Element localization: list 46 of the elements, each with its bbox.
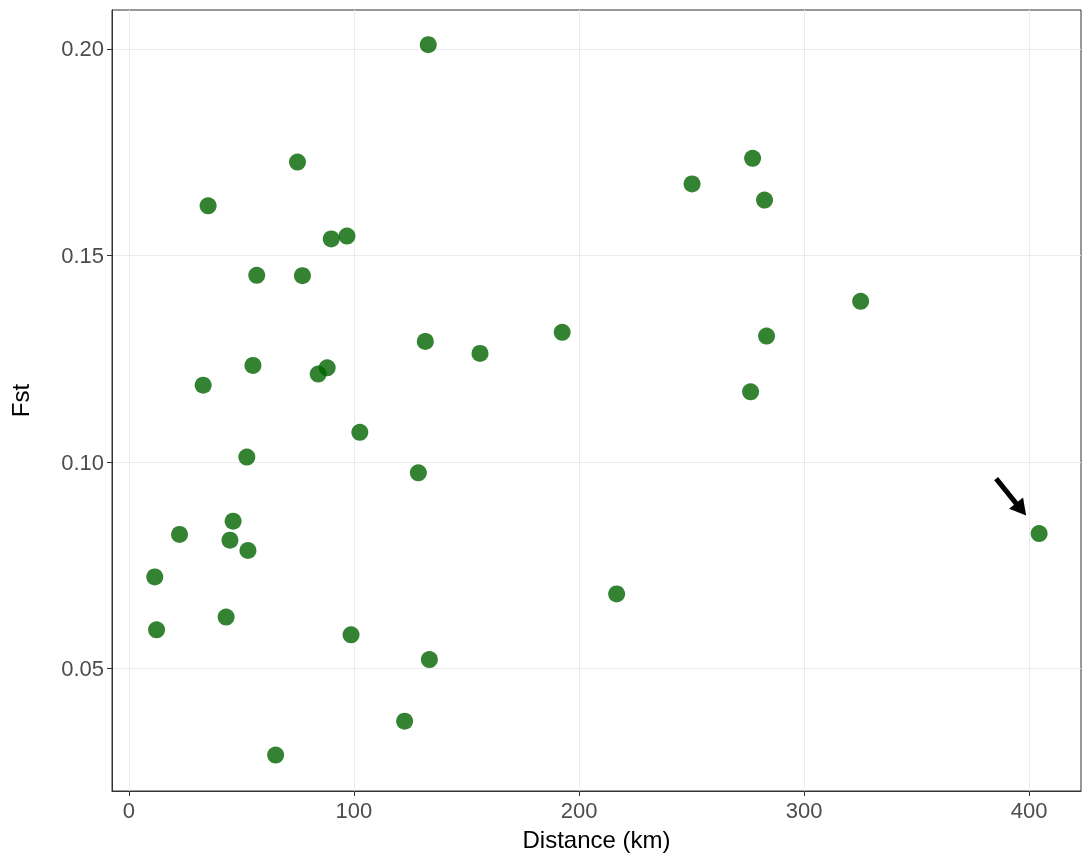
point [852, 292, 870, 310]
point [318, 359, 336, 377]
point [744, 149, 762, 167]
point [756, 191, 774, 209]
point [148, 621, 166, 639]
point [420, 651, 438, 669]
y-tick-label: 0.20 [61, 36, 104, 62]
point [239, 542, 257, 559]
point [244, 356, 262, 374]
point [221, 531, 239, 549]
x-tick-label: 300 [785, 797, 823, 823]
point [238, 448, 256, 466]
point [248, 266, 266, 284]
point [288, 153, 306, 171]
y-tick-label: 0.10 [61, 449, 104, 475]
point [351, 423, 369, 441]
point [217, 608, 235, 626]
point [267, 746, 285, 764]
point [409, 464, 427, 482]
point [146, 568, 164, 586]
y-tick-label: 0.15 [61, 242, 104, 268]
point [419, 36, 437, 54]
point [338, 227, 356, 245]
x-tick-label: 200 [560, 797, 598, 823]
x-tick-label: 400 [1010, 797, 1048, 823]
point [322, 230, 340, 248]
point [742, 383, 760, 401]
point [608, 585, 626, 603]
point [224, 512, 242, 530]
point [171, 525, 189, 543]
point [416, 332, 434, 350]
x-axis-title: Distance (km) [522, 825, 671, 853]
x-tick-label: 100 [335, 797, 373, 823]
point [471, 344, 489, 362]
point [293, 267, 311, 285]
point [758, 327, 776, 345]
point [396, 712, 414, 730]
point [199, 197, 217, 215]
y-tick-label: 0.05 [61, 656, 104, 682]
point [1030, 525, 1048, 543]
point [194, 376, 212, 394]
point [553, 323, 571, 341]
y-axis-title: Fst [6, 383, 34, 418]
point [683, 175, 701, 193]
point [342, 626, 360, 644]
x-tick-label: 0 [122, 797, 136, 823]
